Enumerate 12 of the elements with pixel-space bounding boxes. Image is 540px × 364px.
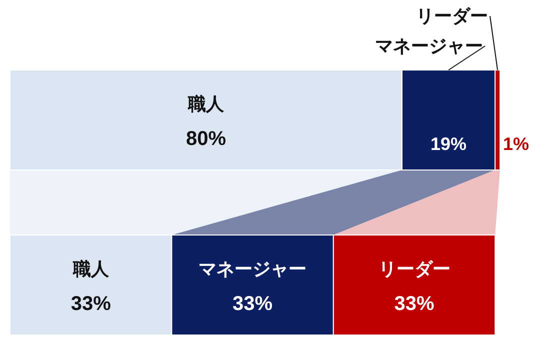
data-label: 19% — [430, 134, 467, 154]
text: リーダー — [416, 6, 488, 26]
data-label: 33% — [394, 293, 434, 315]
series-label: マネージャー — [375, 36, 484, 56]
data-label: 33% — [70, 293, 112, 315]
text: 職人 — [72, 259, 109, 279]
text: マネージャー — [198, 259, 307, 279]
data-label: 80% — [186, 128, 226, 150]
data-label: 1% — [503, 134, 530, 154]
data-label: 33% — [232, 293, 273, 315]
series-label: リーダー — [378, 259, 450, 279]
series-label: 職人 — [187, 94, 225, 114]
